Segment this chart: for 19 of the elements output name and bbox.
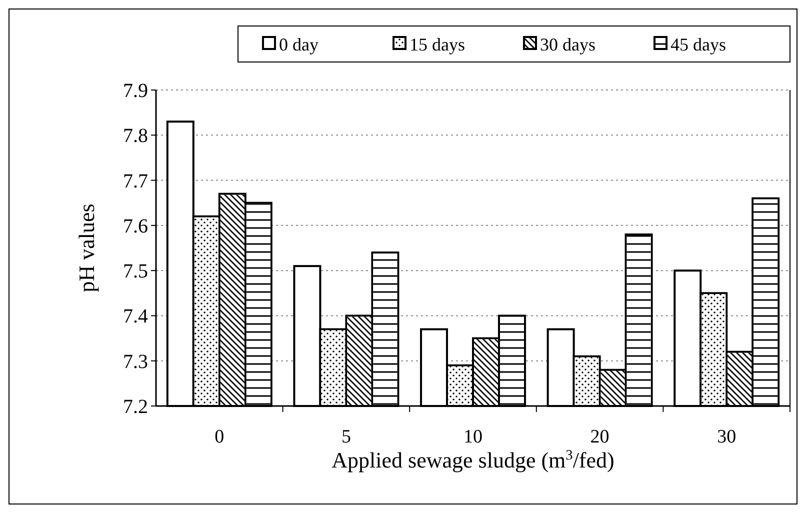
x-tick-label: 20 [590,426,610,448]
legend-label: 15 days [410,34,465,54]
legend-label: 0 day [279,34,318,54]
y-tick-label: 7.3 [123,350,148,373]
x-tick-label: 5 [341,426,351,448]
y-tick-label: 7.2 [123,396,148,418]
x-tick-label: 10 [464,426,482,448]
y-tick-label: 7.7 [123,170,148,192]
legend-label: 45 days [670,34,726,54]
y-tick-label: 7.5 [123,260,148,283]
y-tick-label: 7.8 [123,125,148,148]
x-tick-label: 30 [717,426,736,448]
y-tick-label: 7.9 [123,80,148,102]
y-tick-label: 7.6 [123,215,148,238]
legend-label: 30 days [540,34,596,54]
x-axis-title: Applied sewage sludge (m$^{3}$/fed) [332,448,614,473]
y-axis-title: pH values [74,204,99,292]
y-tick-label: 7.4 [123,306,148,328]
x-tick-label: 0 [214,426,224,448]
